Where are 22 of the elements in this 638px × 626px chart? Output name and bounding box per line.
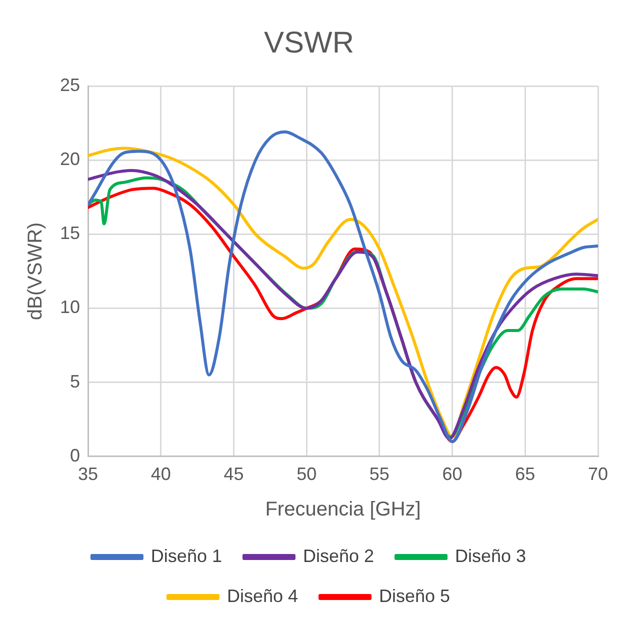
x-axis-title: Frecuencia [GHz]	[265, 498, 421, 521]
x-tick-label: 35	[78, 464, 98, 484]
x-tick-label: 50	[296, 464, 317, 484]
x-tick-label: 65	[515, 464, 536, 484]
y-tick-label: 0	[70, 445, 80, 466]
legend-label: Diseño 4	[226, 586, 298, 606]
y-axis-title: dB(VSWR)	[24, 222, 47, 320]
y-tick-label: 10	[60, 297, 80, 318]
y-tick-label: 25	[60, 74, 80, 95]
x-tick-label: 60	[442, 464, 462, 484]
legend-label: Diseño 3	[455, 546, 526, 566]
legend-label: Diseño 5	[379, 586, 450, 606]
y-tick-label: 20	[60, 149, 80, 170]
x-tick-label: 40	[150, 464, 171, 484]
x-tick-label: 45	[224, 464, 244, 484]
chart-title: VSWR	[264, 26, 354, 60]
y-tick-label: 15	[60, 223, 80, 244]
legend-label: Diseño 1	[150, 546, 222, 566]
legend-label: Diseño 2	[302, 546, 374, 566]
y-tick-label: 5	[70, 371, 80, 392]
x-tick-label: 55	[369, 464, 390, 484]
x-tick-label: 70	[588, 464, 608, 484]
